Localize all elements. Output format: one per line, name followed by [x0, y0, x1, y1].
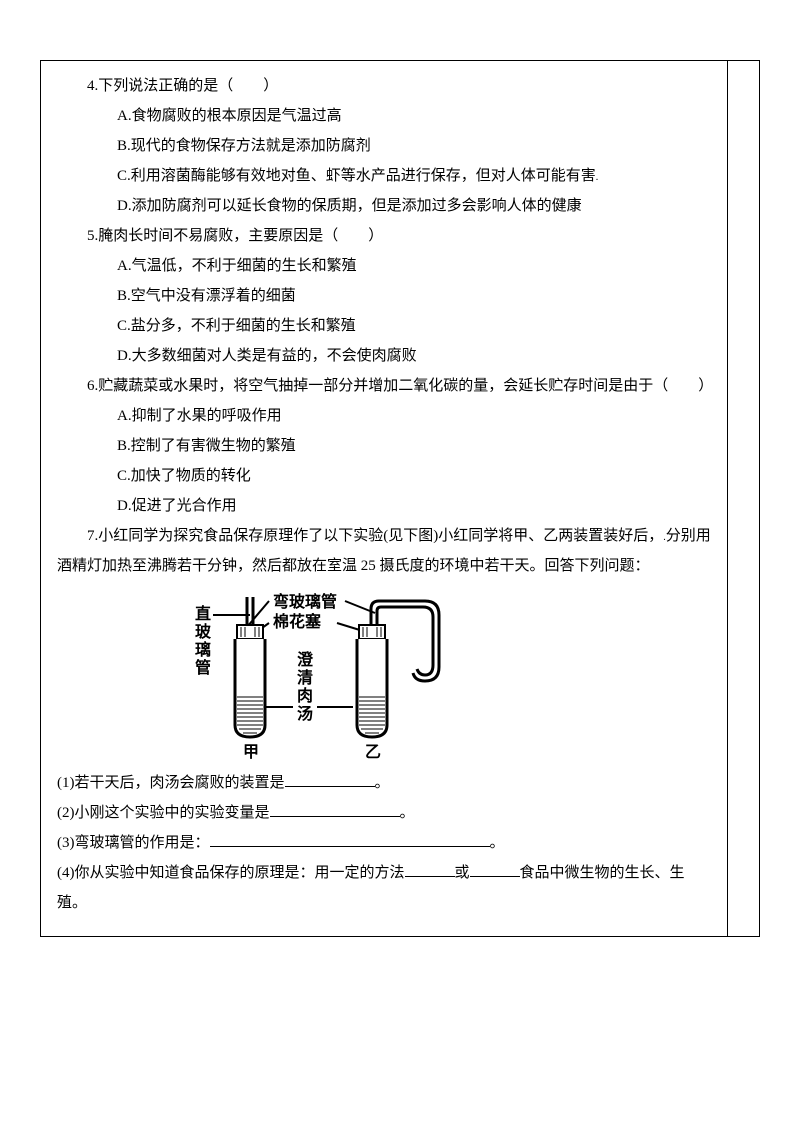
diagram-label-mid: 棉花塞 — [273, 612, 322, 631]
blank-4b[interactable] — [470, 861, 520, 878]
q5-opt-d: D.大多数细菌对人类是有益的，不会使肉腐败 — [57, 341, 711, 371]
diagram-label-c3: 肉 — [297, 686, 313, 705]
q4-opt-d: D.添加防腐剂可以延长食物的保质期，但是添加过多会影响人体的健康 — [57, 191, 711, 221]
diagram-label-left3: 璃 — [195, 640, 211, 659]
q5-opt-a: A.气温低，不利于细菌的生长和繁殖 — [57, 251, 711, 281]
q7-stem-line1: 7.小红同学为探究食品保存原理作了以下实验(见下图)小红同学将甲、乙两装置装好后… — [57, 521, 711, 551]
worksheet-frame: 4.下列说法正确的是（ ） A.食物腐败的根本原因是气温过高 B.现代的食物保存… — [40, 60, 760, 937]
diagram-label-left4: 管 — [195, 658, 211, 677]
q6-opt-a: A.抑制了水果的呼吸作用 — [57, 401, 711, 431]
blank-3[interactable] — [210, 831, 490, 848]
q7-sub4: (4)你从实验中知道食品保存的原理是：用一定的方法或食品中微生物的生长、生殖。 — [57, 858, 711, 918]
main-column: 4.下列说法正确的是（ ） A.食物腐败的根本原因是气温过高 B.现代的食物保存… — [41, 61, 727, 936]
q7-sub2: (2)小刚这个实验中的实验变量是。 — [57, 798, 711, 828]
diagram-label-yi: 乙 — [365, 744, 381, 761]
q4-stem: 4.下列说法正确的是（ ） — [57, 71, 711, 101]
q5-opt-b: B.空气中没有漂浮着的细菌 — [57, 281, 711, 311]
diagram-label-top: 弯玻璃管 — [273, 592, 337, 611]
diagram-label-left2: 玻 — [195, 622, 212, 641]
diagram-label-jia: 甲 — [243, 743, 259, 761]
tube-yi — [357, 601, 439, 737]
q6-opt-b: B.控制了有害微生物的繁殖 — [57, 431, 711, 461]
margin-column — [727, 61, 759, 936]
q4-opt-b: B.现代的食物保存方法就是添加防腐剂 — [57, 131, 711, 161]
blank-1[interactable] — [285, 771, 375, 788]
diagram-label-c2: 清 — [297, 669, 313, 687]
q7-stem-line2: 酒精灯加热至沸腾若干分钟，然后都放在室温 25 摄氏度的环境中若干天。回答下列问… — [57, 551, 711, 581]
q4-opt-c: C.利用溶菌酶能够有效地对鱼、虾等水产品进行保存，但对人体可能有害. — [57, 161, 711, 191]
q5-stem: 5.腌肉长时间不易腐败，主要原因是（ ） — [57, 221, 711, 251]
q5-opt-c: C.盐分多，不利于细菌的生长和繁殖 — [57, 311, 711, 341]
diagram-label-left1: 直 — [195, 604, 211, 623]
q6-stem: 6.贮藏蔬菜或水果时，将空气抽掉一部分并增加二氧化碳的量，会延长贮存时间是由于（… — [57, 371, 711, 401]
tube-jia — [235, 597, 265, 737]
q4-opt-a: A.食物腐败的根本原因是气温过高 — [57, 101, 711, 131]
q6-opt-c: C.加快了物质的转化 — [57, 461, 711, 491]
q7-sub3: (3)弯玻璃管的作用是：。 — [57, 828, 711, 858]
q7-sub1: (1)若干天后，肉汤会腐败的装置是。 — [57, 768, 711, 798]
blank-2[interactable] — [270, 801, 400, 818]
diagram-label-c1: 澄 — [297, 650, 314, 669]
diagram-label-c4: 汤 — [297, 705, 313, 723]
experiment-diagram: 直 玻 璃 管 弯玻璃管 棉花塞 澄 清 肉 汤 — [57, 587, 711, 762]
q6-opt-d: D.促进了光合作用 — [57, 491, 711, 521]
blank-4a[interactable] — [405, 861, 455, 878]
